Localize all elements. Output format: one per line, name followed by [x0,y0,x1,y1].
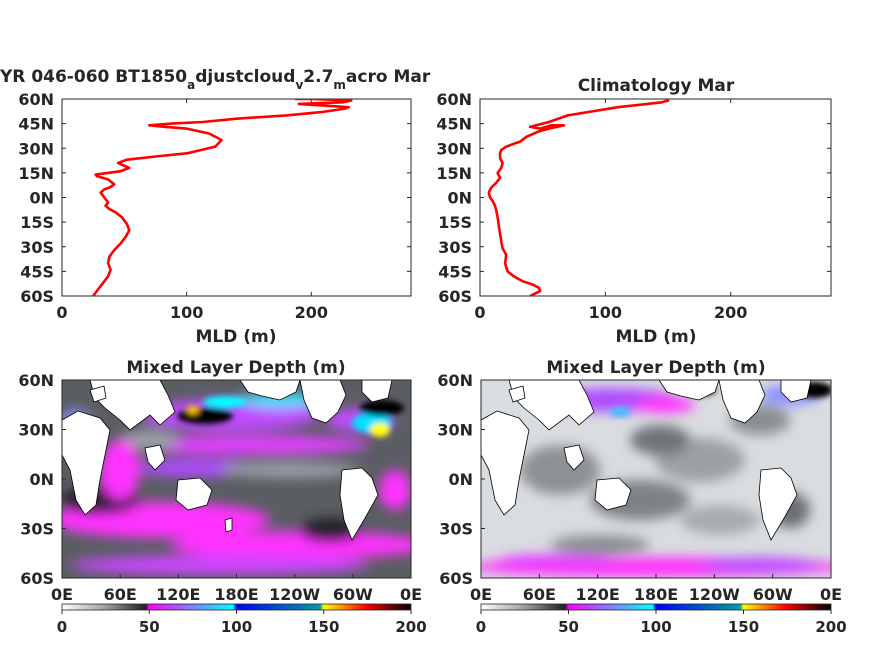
lon-tick-label: 0E [400,585,422,604]
x-tick-label: 100 [589,303,622,322]
lon-tick-label: 120E [576,585,620,604]
colorbar-tick-label: 200 [395,618,426,636]
chart-title-model: YR 046-060 BT1850adjustcloudv2.7macro Ma… [0,67,431,92]
colorbar-tick-label: 50 [139,618,160,636]
y-tick-label: 60N [18,90,54,109]
colorbar-tick-label: 0 [57,618,67,636]
profile-chart-climatology: Climatology Mar 60N 45N 30N 15N 0N 15S 30S 45S 6… [436,76,832,347]
mld-map-model: Mixed Layer Depth (m) [18,358,426,636]
profile-chart-model: YR 046-060 BT1850adjustcloudv2.7macro Ma… [0,67,431,347]
y-tick-label: 45S [438,262,472,281]
colorbar-climatology [480,603,832,611]
y-tick-label: 60S [20,287,54,306]
y-tick-label: 30S [20,238,54,257]
mld-profile-line-model [92,99,353,296]
y-tick-label: 30N [436,139,472,158]
map-title-model: Mixed Layer Depth (m) [126,358,345,378]
colorbar-tick-label: 150 [308,618,339,636]
lon-tick-label: 60E [104,585,137,604]
y-tick-label: 15N [18,164,54,183]
y-tick-label: 45S [20,262,54,281]
x-tick-label: 0 [474,303,485,322]
lat-tick-label: 60N [437,371,473,390]
lon-tick-label: 120W [689,585,740,604]
x-tick-label: 100 [170,303,203,322]
y-tick-label: 30N [18,139,54,158]
y-tick-label: 15N [436,164,472,183]
lat-tick-label: 30S [20,520,54,539]
y-tick-label: 0N [447,189,472,208]
lon-tick-label: 0E [470,585,492,604]
lon-tick-label: 0E [820,585,842,604]
lat-tick-label: 0N [29,470,54,489]
lon-tick-label: 60W [753,585,793,604]
lat-tick-label: 30S [439,520,473,539]
lat-tick-label: 30N [437,421,473,440]
colorbar-tick-label: 100 [640,618,671,636]
y-tick-label: 15S [20,213,54,232]
y-tick-label: 45N [436,115,472,134]
lat-tick-label: 60N [18,371,54,390]
mld-profile-line-climatology [487,99,670,296]
plot-area-model [61,98,412,297]
lon-tick-label: 180E [634,585,678,604]
y-tick-label: 0N [29,189,54,208]
lon-tick-label: 120W [269,585,320,604]
lon-tick-label: 60W [333,585,373,604]
y-tick-label: 60S [438,287,472,306]
lon-tick-label: 180E [214,585,258,604]
x-tick-label: 200 [295,303,328,322]
y-tick-label: 15S [438,213,472,232]
x-axis-label-model: MLD (m) [195,327,276,347]
lat-tick-label: 60S [439,569,473,588]
x-tick-label: 0 [56,303,67,322]
y-tick-label: 30S [438,238,472,257]
lat-tick-label: 30N [18,421,54,440]
x-tick-label: 200 [714,303,747,322]
lat-tick-label: 0N [448,470,473,489]
colorbar-model [61,603,412,611]
mld-map-climatology: Mixed Layer Depth (m) [437,358,846,636]
colorbar-tick-label: 200 [815,618,846,636]
chart-title-climatology: Climatology Mar [578,76,735,96]
lat-tick-label: 60S [20,569,54,588]
colorbar-tick-label: 50 [558,618,579,636]
y-tick-label: 45N [18,115,54,134]
y-tick-label: 60N [436,90,472,109]
x-axis-label-climatology: MLD (m) [615,327,696,347]
colorbar-tick-label: 0 [476,618,486,636]
mld-field-climatology [481,380,831,578]
colorbar-tick-label: 100 [221,618,252,636]
lon-tick-label: 120E [156,585,200,604]
mld-field-model [62,380,411,578]
lon-tick-label: 0E [51,585,73,604]
map-title-climatology: Mixed Layer Depth (m) [546,358,765,378]
lon-tick-label: 60E [523,585,556,604]
colorbar-tick-label: 150 [728,618,759,636]
